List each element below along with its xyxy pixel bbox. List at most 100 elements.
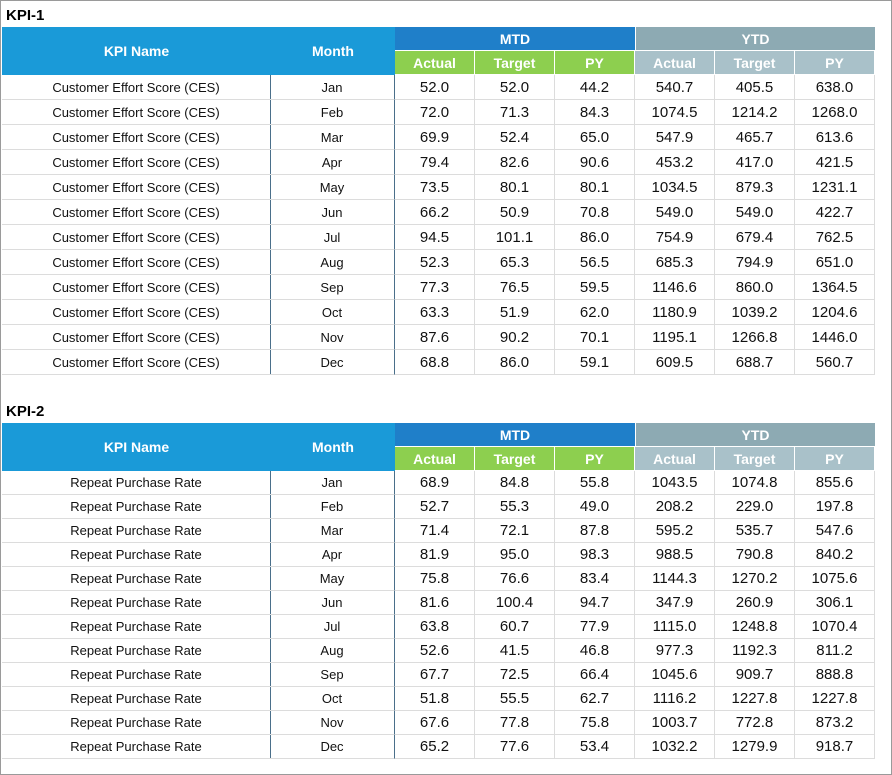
month-cell: Mar [270, 125, 395, 150]
value-cell: 63.8 [395, 615, 475, 639]
value-cell: 790.8 [715, 543, 795, 567]
kpi-name-cell: Repeat Purchase Rate [2, 567, 271, 591]
value-cell: 197.8 [795, 495, 875, 519]
value-cell: 1115.0 [635, 615, 715, 639]
value-cell: 888.8 [795, 663, 875, 687]
value-cell: 86.0 [555, 225, 635, 250]
month-cell: Apr [270, 150, 395, 175]
value-cell: 465.7 [715, 125, 795, 150]
value-cell: 79.4 [395, 150, 475, 175]
value-cell: 860.0 [715, 275, 795, 300]
table-title: KPI-2 [6, 402, 45, 420]
value-cell: 549.0 [715, 200, 795, 225]
kpi-name-cell: Customer Effort Score (CES) [2, 200, 271, 225]
value-cell: 688.7 [715, 350, 795, 375]
month-cell: Dec [270, 735, 395, 759]
value-cell: 794.9 [715, 250, 795, 275]
value-cell: 1266.8 [715, 325, 795, 350]
value-cell: 1180.9 [635, 300, 715, 325]
value-cell: 638.0 [795, 75, 875, 100]
value-cell: 977.3 [635, 639, 715, 663]
value-cell: 76.6 [475, 567, 555, 591]
month-cell: Dec [270, 350, 395, 375]
value-cell: 1070.4 [795, 615, 875, 639]
kpi-name-cell: Repeat Purchase Rate [2, 663, 271, 687]
value-cell: 70.8 [555, 200, 635, 225]
header-mtd-col: Target [475, 51, 555, 74]
kpi-name-cell: Repeat Purchase Rate [2, 687, 271, 711]
value-cell: 609.5 [635, 350, 715, 375]
kpi-name-cell: Customer Effort Score (CES) [2, 300, 271, 325]
value-cell: 60.7 [475, 615, 555, 639]
value-cell: 87.8 [555, 519, 635, 543]
kpi-name-cell: Customer Effort Score (CES) [2, 100, 271, 125]
header-ytd-col: PY [795, 51, 875, 74]
value-cell: 754.9 [635, 225, 715, 250]
value-cell: 62.7 [555, 687, 635, 711]
value-cell: 56.5 [555, 250, 635, 275]
value-cell: 1204.6 [795, 300, 875, 325]
month-cell: Aug [270, 639, 395, 663]
value-cell: 55.5 [475, 687, 555, 711]
month-cell: Jan [270, 471, 395, 495]
kpi-name-cell: Customer Effort Score (CES) [2, 125, 271, 150]
value-cell: 1227.8 [715, 687, 795, 711]
header-mtd-col: Target [475, 447, 555, 470]
value-cell: 52.0 [475, 75, 555, 100]
value-cell: 41.5 [475, 639, 555, 663]
value-cell: 405.5 [715, 75, 795, 100]
value-cell: 72.5 [475, 663, 555, 687]
value-cell: 59.5 [555, 275, 635, 300]
header-mtd-col: PY [555, 51, 635, 74]
header-ytd-col: Target [715, 51, 795, 74]
kpi-name-cell: Customer Effort Score (CES) [2, 350, 271, 375]
value-cell: 55.3 [475, 495, 555, 519]
kpi-name-cell: Customer Effort Score (CES) [2, 250, 271, 275]
value-cell: 83.4 [555, 567, 635, 591]
header-mtd-col: PY [555, 447, 635, 470]
value-cell: 94.7 [555, 591, 635, 615]
kpi-name-cell: Repeat Purchase Rate [2, 711, 271, 735]
value-cell: 51.8 [395, 687, 475, 711]
value-cell: 772.8 [715, 711, 795, 735]
value-cell: 94.5 [395, 225, 475, 250]
value-cell: 52.6 [395, 639, 475, 663]
value-cell: 49.0 [555, 495, 635, 519]
value-cell: 879.3 [715, 175, 795, 200]
month-cell: Sep [270, 663, 395, 687]
value-cell: 679.4 [715, 225, 795, 250]
value-cell: 62.0 [555, 300, 635, 325]
month-cell: Feb [270, 495, 395, 519]
value-cell: 988.5 [635, 543, 715, 567]
value-cell: 80.1 [475, 175, 555, 200]
value-cell: 453.2 [635, 150, 715, 175]
value-cell: 81.6 [395, 591, 475, 615]
value-cell: 52.4 [475, 125, 555, 150]
value-cell: 70.1 [555, 325, 635, 350]
value-cell: 685.3 [635, 250, 715, 275]
value-cell: 76.5 [475, 275, 555, 300]
value-cell: 44.2 [555, 75, 635, 100]
value-cell: 90.6 [555, 150, 635, 175]
value-cell: 1034.5 [635, 175, 715, 200]
kpi-name-cell: Customer Effort Score (CES) [2, 150, 271, 175]
value-cell: 1144.3 [635, 567, 715, 591]
value-cell: 77.6 [475, 735, 555, 759]
value-cell: 52.0 [395, 75, 475, 100]
month-cell: Aug [270, 250, 395, 275]
value-cell: 90.2 [475, 325, 555, 350]
value-cell: 417.0 [715, 150, 795, 175]
value-cell: 613.6 [795, 125, 875, 150]
value-cell: 1195.1 [635, 325, 715, 350]
value-cell: 86.0 [475, 350, 555, 375]
header-ytd: YTD [636, 27, 875, 50]
value-cell: 52.7 [395, 495, 475, 519]
value-cell: 55.8 [555, 471, 635, 495]
value-cell: 84.3 [555, 100, 635, 125]
value-cell: 51.9 [475, 300, 555, 325]
value-cell: 547.9 [635, 125, 715, 150]
month-cell: Jul [270, 615, 395, 639]
value-cell: 1192.3 [715, 639, 795, 663]
value-cell: 1003.7 [635, 711, 715, 735]
